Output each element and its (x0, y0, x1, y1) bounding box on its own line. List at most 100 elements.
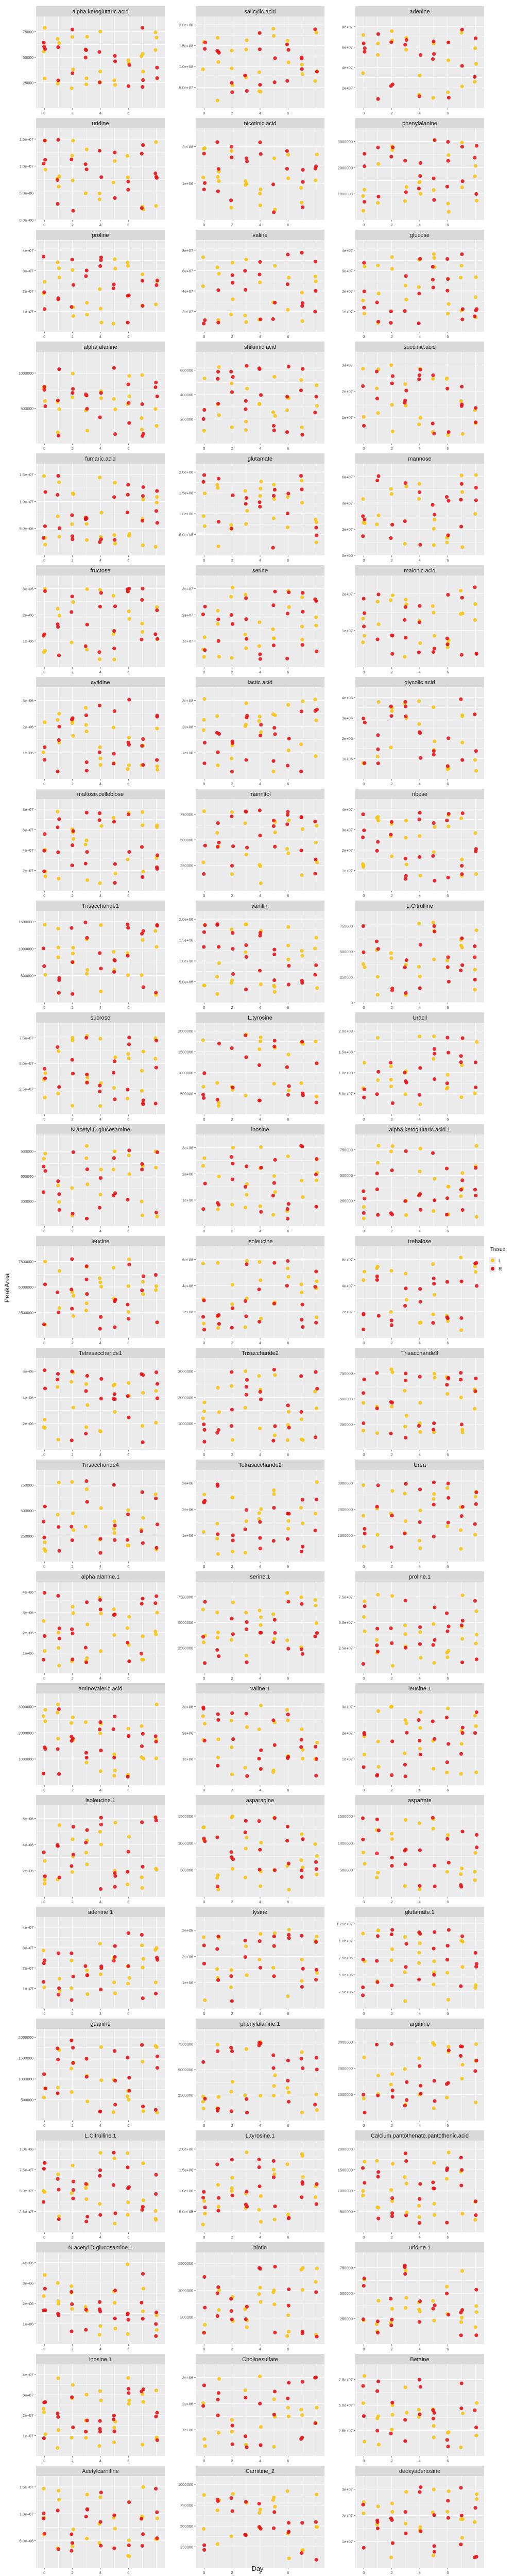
data-point-R (315, 1061, 319, 1065)
x-tick-label: 2 (72, 223, 74, 227)
y-tick-label: 1500000 (338, 2168, 353, 2173)
y-tick-label: 1e+06 (23, 639, 33, 643)
data-point-L (99, 320, 104, 325)
data-point-L (153, 1980, 158, 1985)
data-point-R (155, 924, 159, 928)
data-point-L (202, 635, 207, 639)
x-tick-label: 2 (72, 1788, 74, 1792)
x-tick-label: 2 (391, 782, 393, 786)
data-point-R (139, 1529, 144, 1533)
data-point-L (474, 1724, 478, 1728)
data-point-R (154, 1818, 158, 1823)
data-point-R (287, 2287, 291, 2292)
data-point-R (127, 293, 131, 297)
data-point-R (272, 978, 277, 982)
data-point-L (404, 185, 409, 189)
x-tick-label: 0 (203, 223, 205, 227)
data-point-R (216, 750, 220, 754)
data-point-L (300, 2110, 304, 2114)
data-point-R (99, 537, 103, 541)
data-point-R (202, 188, 206, 192)
data-point-R (445, 1383, 449, 1387)
facet-strip (36, 1460, 165, 1470)
data-point-L (376, 53, 380, 57)
data-point-R (202, 740, 207, 745)
data-point-L (445, 1770, 449, 1774)
data-point-R (287, 737, 291, 741)
data-point-L (389, 598, 393, 602)
data-point-R (113, 1715, 117, 1719)
data-point-R (203, 604, 207, 608)
data-point-R (231, 375, 235, 379)
data-point-L (84, 1144, 89, 1148)
data-point-R (272, 1044, 277, 1048)
data-point-R (447, 430, 451, 434)
data-point-R (473, 1060, 478, 1064)
data-point-L (259, 1316, 263, 1320)
x-tick-label: 0 (43, 558, 45, 563)
data-point-L (431, 377, 435, 381)
x-tick-label: 2 (231, 1788, 233, 1792)
facet-title: adenine.1 (88, 1909, 113, 1916)
y-tick-label: 1.0e+06 (179, 512, 193, 516)
data-point-R (84, 1751, 89, 1755)
data-point-L (259, 1145, 263, 1149)
data-point-L (243, 1325, 247, 1329)
data-point-L (460, 545, 465, 549)
data-point-R (285, 42, 289, 46)
data-point-R (244, 1819, 248, 1823)
y-tick-label: 1500000 (178, 1050, 193, 1055)
data-point-R (473, 2069, 477, 2073)
data-point-L (56, 809, 60, 814)
data-point-L (257, 719, 261, 723)
data-point-L (403, 1623, 407, 1628)
facet-strip (196, 677, 324, 687)
x-tick-label: 0 (43, 2011, 45, 2016)
data-point-L (361, 33, 366, 37)
facet-strip (36, 789, 165, 799)
y-tick-label: 3000000 (19, 1704, 33, 1709)
data-point-L (71, 314, 75, 318)
data-point-R (140, 2208, 144, 2212)
data-point-R (216, 1764, 220, 1768)
data-point-L (460, 857, 464, 861)
x-tick-label: 4 (259, 782, 261, 786)
data-point-L (473, 988, 477, 992)
data-point-L (375, 1875, 379, 1879)
x-tick-label: 6 (127, 223, 129, 227)
data-point-R (313, 260, 318, 264)
data-point-R (374, 2042, 379, 2047)
data-point-R (245, 1262, 249, 1266)
data-point-L (85, 1656, 89, 1660)
data-point-R (361, 812, 365, 817)
data-point-R (474, 2213, 478, 2217)
data-point-L (418, 2309, 422, 2314)
facet-title: alpha.alanine.1 (81, 1574, 120, 1580)
data-point-R (230, 2049, 234, 2054)
data-point-R (113, 1874, 117, 1878)
data-point-R (245, 1620, 249, 1624)
data-point-L (140, 1089, 144, 1093)
x-tick-label: 2 (391, 558, 393, 563)
data-point-R (155, 65, 159, 70)
data-point-L (432, 1034, 436, 1039)
data-point-L (404, 862, 409, 867)
data-point-L (126, 1544, 130, 1548)
data-point-R (432, 924, 436, 928)
data-point-L (432, 543, 436, 547)
data-point-L (300, 595, 304, 599)
data-point-L (389, 2082, 393, 2087)
data-point-L (432, 1959, 436, 1963)
x-tick-label: 0 (363, 1788, 365, 1792)
data-point-L (376, 1739, 380, 1743)
data-point-L (474, 872, 478, 876)
x-tick-label: 2 (231, 2235, 233, 2240)
data-point-L (433, 1177, 437, 1181)
data-point-R (315, 707, 319, 711)
x-tick-label: 2 (72, 1341, 74, 1345)
data-point-L (154, 2313, 159, 2317)
data-point-L (201, 1164, 205, 1168)
